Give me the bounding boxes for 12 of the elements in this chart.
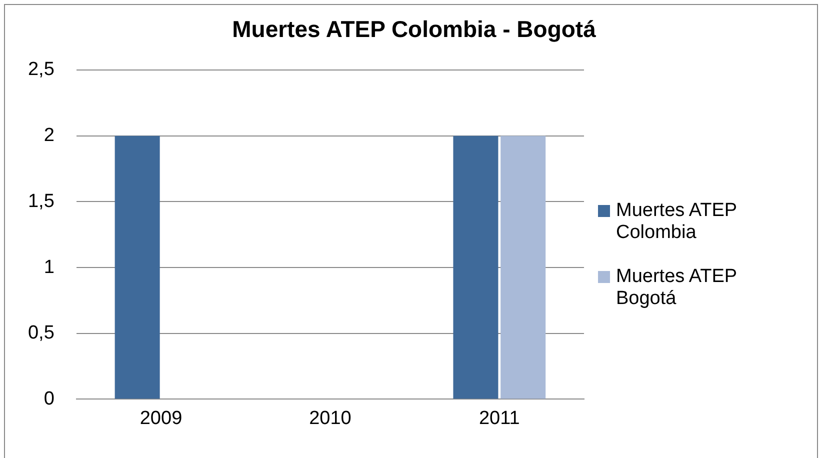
y-tick-label: 2,5 <box>28 59 54 80</box>
chart-title: Muertes ATEP Colombia - Bogotá <box>232 16 596 42</box>
y-tick-label: 0,5 <box>28 322 54 344</box>
y-tick-label: 2 <box>44 125 54 146</box>
y-tick-label: 0 <box>44 388 54 410</box>
x-tick-label: 2010 <box>309 408 352 429</box>
x-tick-label: 2011 <box>478 408 520 429</box>
y-tick-label: 1,5 <box>28 190 54 212</box>
legend-label: Muertes ATEP Colombia <box>616 200 738 244</box>
x-tick-label: 2009 <box>140 408 182 429</box>
legend-label: Muertes ATEP Bogotá <box>616 266 738 310</box>
y-tick-label: 1 <box>44 256 54 278</box>
